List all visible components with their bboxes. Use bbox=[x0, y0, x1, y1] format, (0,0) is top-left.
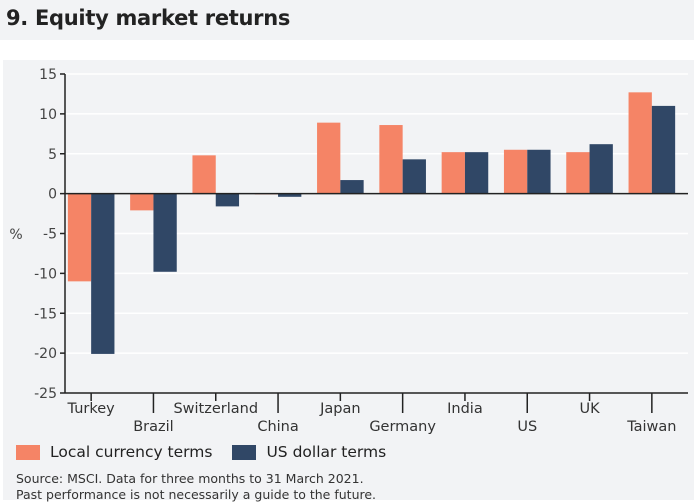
y-tick-label: 10 bbox=[39, 107, 57, 123]
bar-usd-taiwan bbox=[651, 105, 676, 194]
y-tick-label: -15 bbox=[34, 306, 57, 322]
x-tick-label: Taiwan bbox=[626, 419, 676, 435]
bar-local-switzerland bbox=[192, 155, 216, 194]
x-tick-label: US bbox=[517, 419, 537, 435]
bar-local-turkey bbox=[67, 193, 92, 282]
bar-usd-japan bbox=[340, 180, 364, 194]
y-axis-label: % bbox=[9, 227, 22, 243]
y-tick-label: -10 bbox=[34, 266, 57, 282]
legend-label-usd: US dollar terms bbox=[266, 443, 387, 461]
legend-swatch-local bbox=[16, 444, 40, 460]
disclaimer-text: Past performance is not necessarily a gu… bbox=[16, 487, 377, 502]
x-tick-label: China bbox=[257, 419, 298, 435]
bar-usd-turkey bbox=[91, 193, 115, 354]
bar-usd-us bbox=[527, 149, 551, 194]
legend-item-usd: US dollar terms bbox=[232, 443, 386, 461]
bar-local-uk bbox=[566, 152, 590, 194]
chart-panel bbox=[3, 60, 694, 500]
x-tick-label: Germany bbox=[369, 419, 436, 435]
bar-local-brazil bbox=[130, 193, 154, 211]
bar-usd-india bbox=[464, 152, 489, 194]
x-tick-label: India bbox=[447, 401, 483, 417]
bar-local-india bbox=[441, 152, 465, 194]
legend-item-local: Local currency terms bbox=[16, 443, 212, 461]
x-tick-label: Switzerland bbox=[173, 401, 258, 417]
title-bar: 9. Equity market returns bbox=[0, 0, 694, 40]
bar-local-japan bbox=[317, 122, 341, 194]
y-tick-label: 15 bbox=[39, 67, 57, 83]
chart-title: 9. Equity market returns bbox=[6, 6, 291, 30]
y-tick-label: 5 bbox=[48, 147, 57, 163]
bar-usd-uk bbox=[589, 144, 613, 194]
source-note: Source: MSCI. Data for three months to 3… bbox=[16, 471, 376, 503]
legend: Local currency terms US dollar terms bbox=[16, 443, 386, 461]
bar-usd-switzerland bbox=[215, 193, 240, 207]
source-text: Source: MSCI. Data for three months to 3… bbox=[16, 471, 364, 486]
y-tick-label: -25 bbox=[34, 386, 57, 402]
bar-usd-brazil bbox=[153, 193, 177, 272]
x-tick-label: Turkey bbox=[67, 401, 116, 417]
y-tick-label: 0 bbox=[48, 187, 57, 203]
bar-usd-china bbox=[278, 193, 302, 197]
legend-swatch-usd bbox=[232, 444, 257, 460]
y-tick-label: -20 bbox=[34, 346, 57, 362]
x-tick-label: UK bbox=[579, 401, 600, 417]
x-tick-label: Brazil bbox=[133, 419, 173, 435]
x-tick-label: Japan bbox=[319, 401, 360, 417]
bar-local-us bbox=[503, 149, 528, 194]
y-tick-label: -5 bbox=[43, 227, 57, 243]
bar-local-germany bbox=[379, 125, 403, 194]
bar-usd-germany bbox=[402, 159, 426, 194]
legend-label-local: Local currency terms bbox=[50, 443, 213, 461]
bar-local-taiwan bbox=[628, 92, 652, 194]
